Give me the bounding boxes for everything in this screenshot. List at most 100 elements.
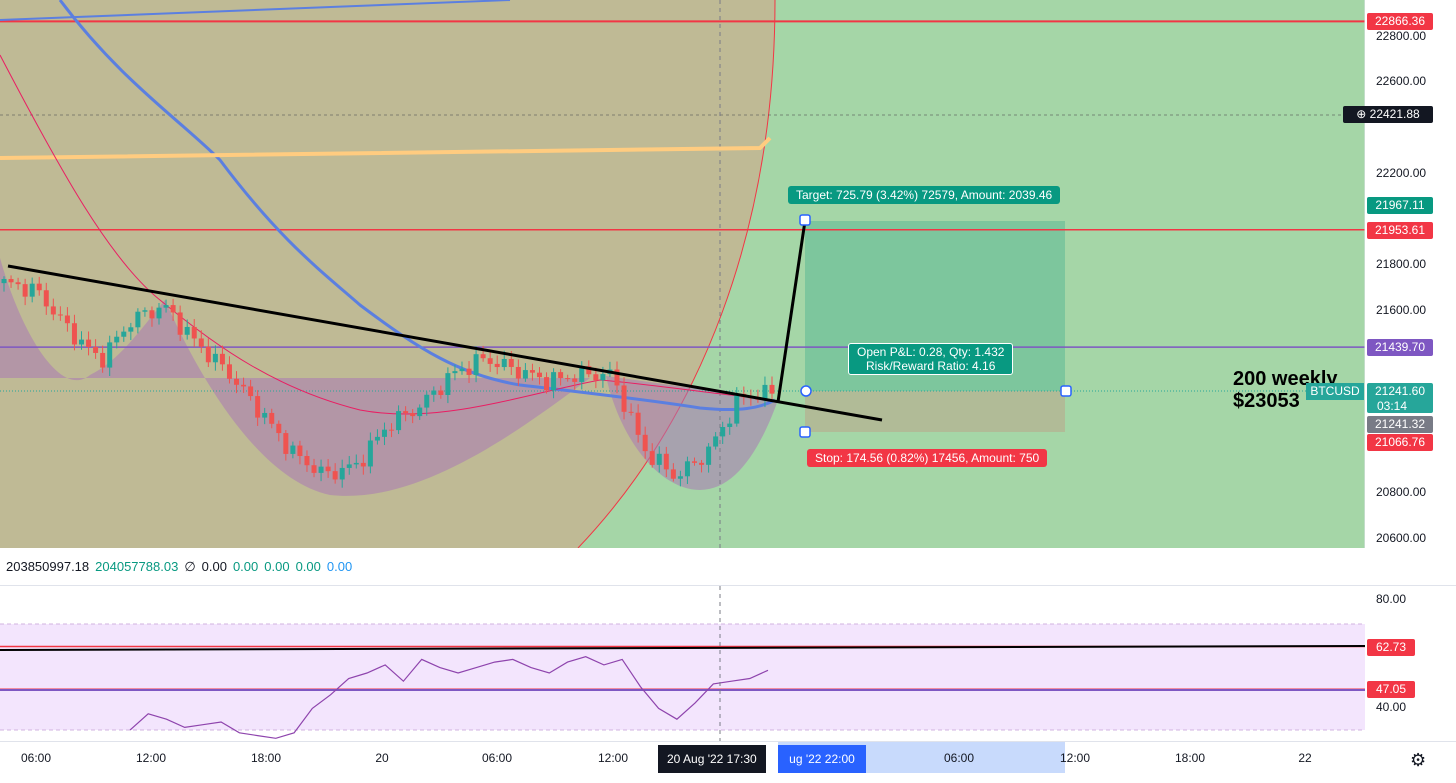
indicator-value: ∅: [184, 559, 196, 574]
candle-body: [642, 434, 648, 452]
time-tick-label: 18:00: [1174, 751, 1206, 765]
candle-body: [29, 283, 35, 297]
rsi-line: [129, 656, 769, 739]
candle-body: [684, 461, 690, 477]
candle-body: [713, 436, 719, 447]
ma-red: [0, 54, 761, 415]
candle-body: [283, 433, 289, 454]
candle-body: [64, 315, 70, 324]
candle-body: [142, 310, 148, 312]
pnl-label: Open P&L: 0.28, Qty: 1.432: [857, 345, 1005, 359]
price-tag: 21241.32: [1367, 416, 1433, 433]
price-level-tag: 21439.70: [1367, 339, 1433, 357]
candle-body: [565, 378, 571, 380]
candle-body: [360, 462, 366, 467]
target-handle[interactable]: [799, 214, 811, 226]
candle-body: [558, 372, 564, 379]
indicator-value: 204057788.03: [95, 559, 179, 574]
candle-body: [522, 370, 528, 379]
rsi-black-trendline: [0, 645, 1365, 651]
candle-body: [170, 305, 176, 313]
candle-body: [614, 369, 620, 386]
candle-body: [22, 284, 28, 297]
candle-body: [163, 305, 169, 308]
range-end-label: ug '22 22:00: [778, 745, 866, 773]
candle-body: [529, 370, 535, 373]
pane-separator[interactable]: [0, 585, 1456, 586]
time-tick-label: 12:00: [135, 751, 167, 765]
candle-body: [290, 445, 296, 454]
candle-body: [403, 411, 409, 414]
ma-orange: [0, 136, 772, 160]
candle-body: [71, 323, 77, 345]
rsi-chart[interactable]: [0, 586, 1365, 741]
projection-line: [776, 220, 807, 403]
cup-left: [0, 258, 590, 496]
price-tick-label: 20800.00: [1376, 485, 1427, 500]
price-tick-label: 22800.00: [1376, 28, 1427, 43]
settings-gear-icon[interactable]: ⚙: [1410, 750, 1427, 770]
entry-handle-right[interactable]: [1060, 385, 1072, 397]
indicator-value: 0.00: [264, 559, 290, 574]
candle-body: [15, 282, 21, 285]
candle-body: [346, 464, 352, 468]
time-tick-label: 06:00: [20, 751, 52, 765]
indicator-value: 203850997.18: [6, 559, 90, 574]
candle-body: [50, 306, 56, 315]
candle-body: [727, 423, 733, 428]
crosshair-time-label: 20 Aug '22 17:30: [658, 745, 766, 773]
candle-body: [536, 372, 542, 378]
time-axis-separator: [0, 741, 1456, 742]
candle-body: [156, 307, 162, 319]
candle-body: [241, 384, 247, 387]
candle-body: [191, 326, 197, 339]
candle-body: [508, 359, 514, 367]
entry-handle-left[interactable]: [800, 385, 812, 397]
candle-body: [43, 290, 49, 307]
price-tag: ⊕ 22421.88: [1343, 106, 1433, 123]
candle-body: [114, 336, 120, 343]
stop-handle[interactable]: [799, 426, 811, 438]
candle-body: [628, 411, 634, 413]
candle-body: [621, 385, 627, 412]
price-chart[interactable]: [0, 0, 1365, 548]
candle-body: [255, 396, 261, 418]
candle-body: [473, 354, 479, 375]
candle-body: [219, 353, 225, 365]
candle-body: [706, 446, 712, 465]
candle-body: [551, 372, 557, 391]
candle-body: [445, 373, 451, 395]
time-tick-label: 06:00: [481, 751, 513, 765]
candle-body: [107, 342, 113, 368]
candle-body: [304, 456, 310, 466]
candle-body: [57, 314, 63, 316]
rsi-tick-label: 40.00: [1376, 700, 1407, 715]
candle-body: [769, 384, 775, 394]
candle-body: [459, 368, 465, 372]
candle-body: [579, 366, 585, 382]
candle-body: [424, 394, 430, 408]
annotation-line-2: $23053: [1233, 390, 1300, 412]
neckline-trendline: [7, 264, 883, 422]
candle-body: [79, 339, 85, 345]
candle-body: [86, 339, 92, 347]
candle-body: [635, 412, 641, 435]
candle-body: [487, 358, 493, 364]
price-tick-label: 21600.00: [1376, 302, 1427, 317]
candle-body: [410, 413, 416, 417]
time-tick-label: 12:00: [597, 751, 629, 765]
candle-body: [452, 371, 458, 374]
ma-blue: [58, 0, 776, 412]
candle-body: [234, 378, 240, 385]
rsi-tick-label: 80.00: [1376, 591, 1407, 606]
candle-body: [586, 366, 592, 375]
pnl-box: Open P&L: 0.28, Qty: 1.432 Risk/Reward R…: [848, 343, 1014, 375]
price-tag-countdown: 03:14: [1377, 399, 1408, 413]
candle-body: [367, 440, 373, 467]
candle-body: [226, 364, 232, 379]
candle-body: [339, 467, 345, 480]
candle-body: [691, 461, 697, 463]
candle-body: [572, 378, 578, 382]
candle-body: [93, 346, 99, 353]
rsi-band: [0, 624, 1365, 730]
